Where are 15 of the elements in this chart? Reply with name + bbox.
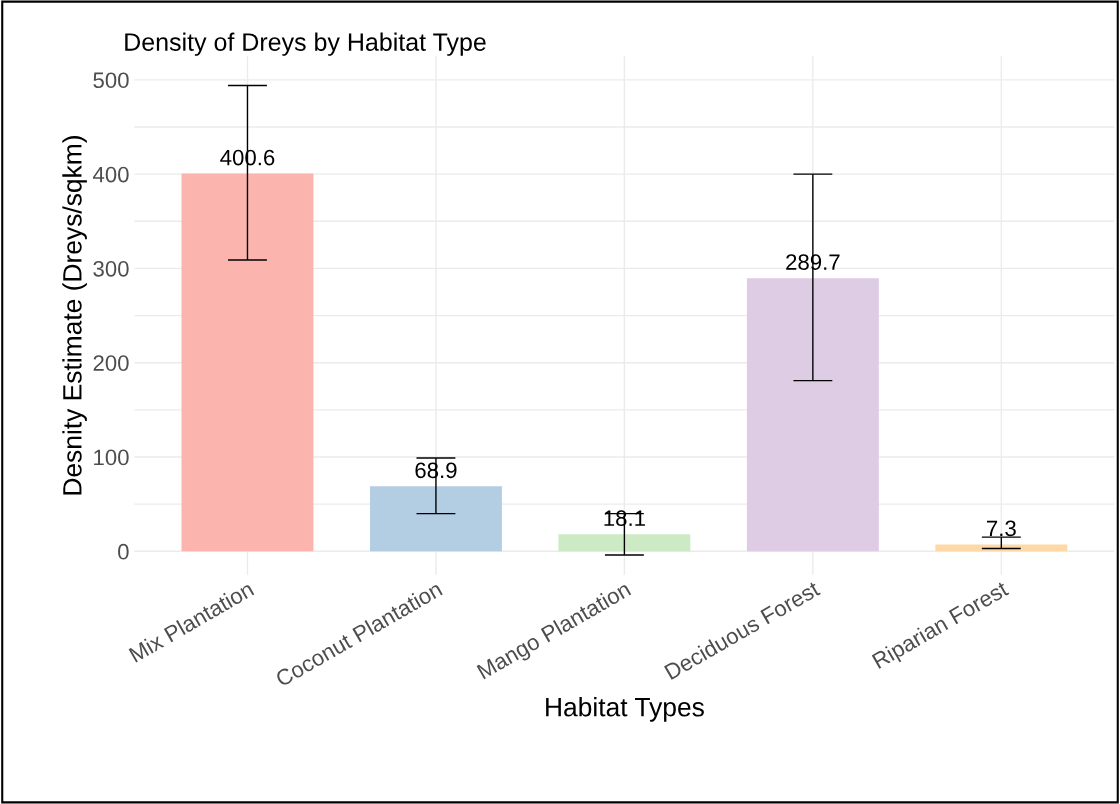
y-axis-title: Desnity Estimate (Dreys/sqkm) xyxy=(62,136,87,495)
x-axis-title: Habitat Types xyxy=(546,697,704,722)
y-tick-label: 0 xyxy=(118,543,129,560)
data-label: 7.3 xyxy=(987,520,1016,537)
y-tick-label: 200 xyxy=(93,355,129,371)
y-tick-label: 300 xyxy=(93,260,129,277)
chart-title: Density of Dreys by Habitat Type xyxy=(125,32,486,56)
y-tick-label: 400 xyxy=(92,166,129,183)
bar xyxy=(181,173,314,552)
bar xyxy=(935,544,1068,552)
bar xyxy=(369,486,502,552)
bar xyxy=(746,278,879,552)
bar xyxy=(558,534,691,552)
y-tick-label: 100 xyxy=(94,449,129,466)
y-tick-label: 500 xyxy=(93,72,129,89)
